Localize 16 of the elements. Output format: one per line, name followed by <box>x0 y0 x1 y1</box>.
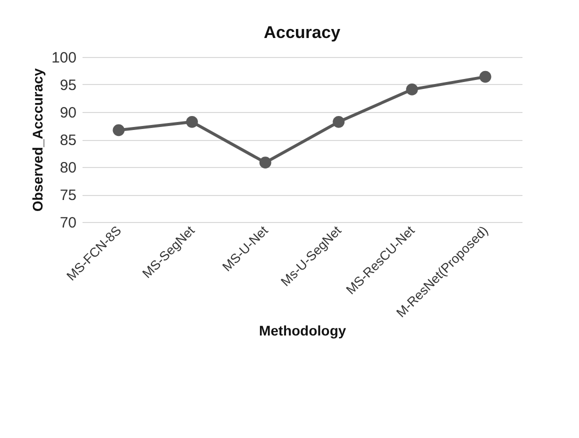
x-axis-title: Methodology <box>258 322 346 338</box>
point <box>406 84 418 96</box>
point <box>259 156 272 169</box>
y-tick-label: 75 <box>60 187 76 204</box>
y-tick-label: 100 <box>51 50 76 66</box>
point <box>112 124 125 136</box>
y-tick-label: 85 <box>60 132 76 149</box>
point <box>479 70 492 83</box>
y-tick-label: 80 <box>60 160 76 176</box>
y-tick-label: 95 <box>60 77 76 94</box>
y-axis-title: Observed_Acccuracy <box>29 68 46 212</box>
y-tick-label: 70 <box>60 214 76 232</box>
y-tick-label: 90 <box>60 104 76 122</box>
point <box>332 116 345 128</box>
point <box>186 116 198 128</box>
chart-title: Accuracy <box>264 23 341 42</box>
